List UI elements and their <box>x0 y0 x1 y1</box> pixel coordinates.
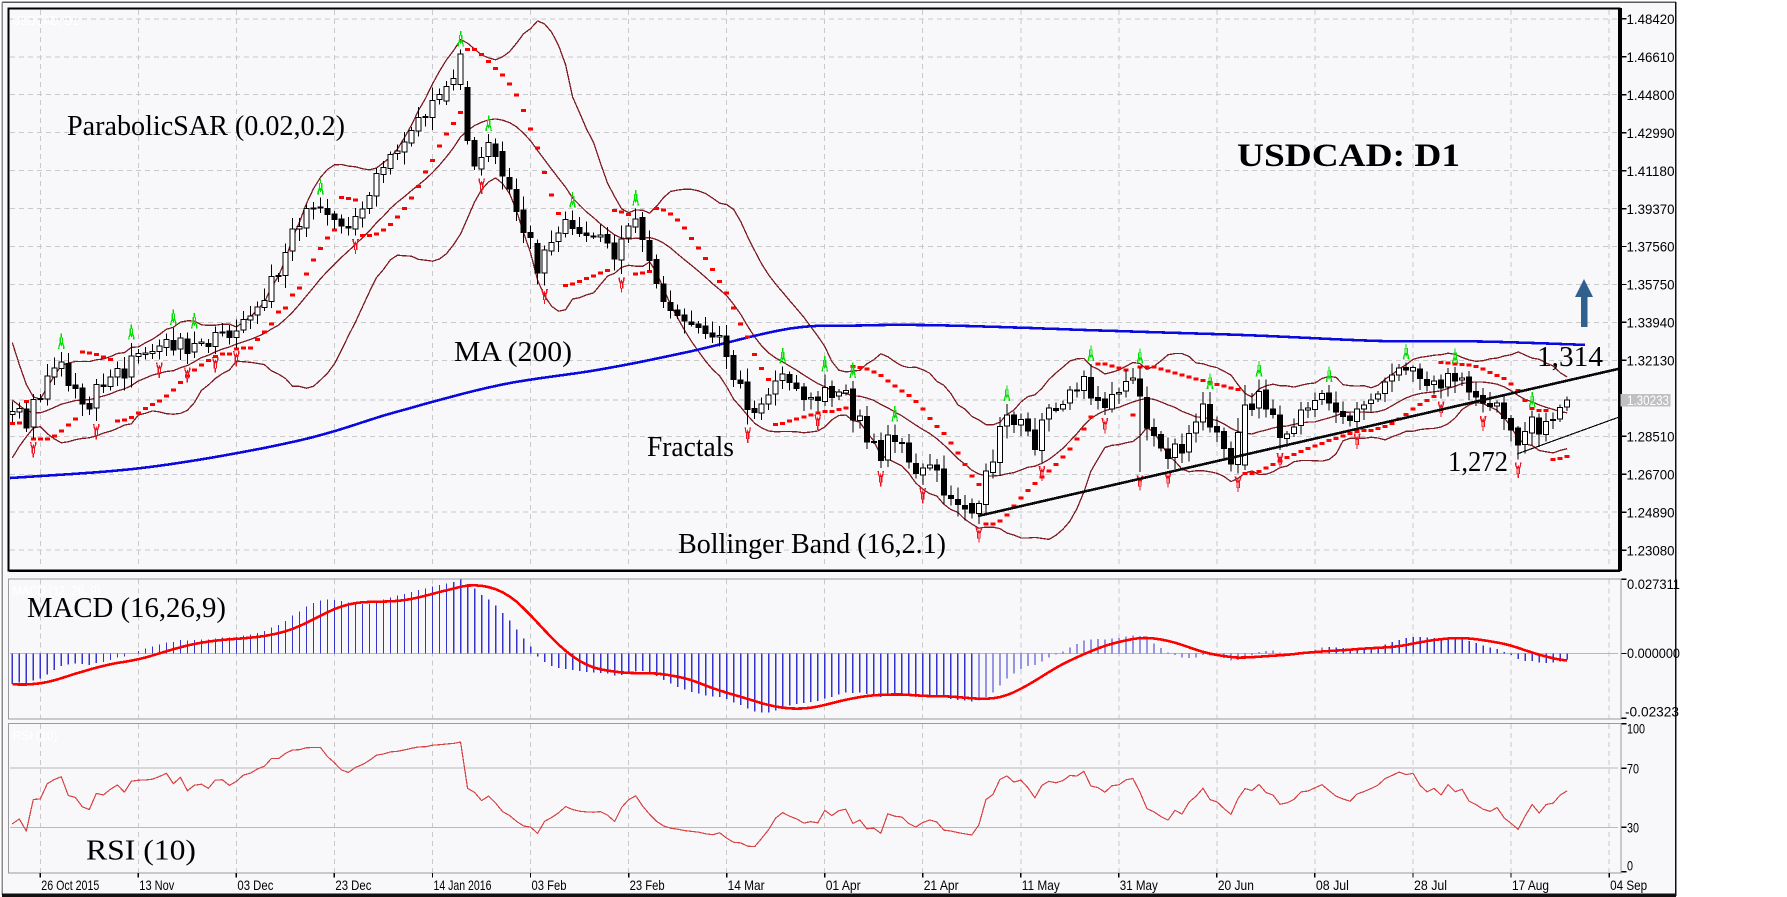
svg-text:MA (200): MA (200) <box>454 337 572 368</box>
svg-text:1.23080: 1.23080 <box>1627 542 1675 558</box>
svg-text:ParabolicSAR (0.02,0.2): ParabolicSAR (0.02,0.2) <box>67 111 345 142</box>
svg-text:14 Mar: 14 Mar <box>728 877 765 893</box>
svg-text:23 Dec: 23 Dec <box>335 877 371 893</box>
svg-text:MACD (16,26,9): MACD (16,26,9) <box>27 593 226 624</box>
svg-text:0.000000: 0.000000 <box>1627 645 1680 661</box>
svg-text:USDCAD, D1: USDCAD, D1 <box>13 13 79 28</box>
svg-text:11 May: 11 May <box>1022 877 1060 893</box>
svg-text:-0.02323: -0.02323 <box>1625 704 1679 720</box>
svg-text:100: 100 <box>1627 721 1645 737</box>
svg-text:14 Jan 2016: 14 Jan 2016 <box>434 877 492 893</box>
svg-text:1.44800: 1.44800 <box>1627 87 1675 103</box>
svg-text:0.027311: 0.027311 <box>1627 576 1680 592</box>
svg-text:20 Jun: 20 Jun <box>1218 877 1254 893</box>
svg-text:1.35750: 1.35750 <box>1627 277 1675 293</box>
svg-text:26 Oct 2015: 26 Oct 2015 <box>41 877 99 893</box>
svg-text:17 Aug: 17 Aug <box>1512 877 1549 893</box>
svg-text:13 Nov: 13 Nov <box>139 877 174 893</box>
svg-text:1.26700: 1.26700 <box>1627 467 1675 483</box>
svg-text:28 Jul: 28 Jul <box>1414 877 1447 893</box>
svg-text:04 Sep: 04 Sep <box>1610 877 1647 893</box>
svg-text:Bollinger Band (16,2.1): Bollinger Band (16,2.1) <box>678 529 946 560</box>
svg-text:USDCAD: D1: USDCAD: D1 <box>1237 138 1460 174</box>
svg-text:1.42990: 1.42990 <box>1627 125 1675 141</box>
svg-text:01 Apr: 01 Apr <box>826 877 861 893</box>
svg-text:1.24890: 1.24890 <box>1627 504 1675 520</box>
svg-text:21 Apr: 21 Apr <box>924 877 959 893</box>
svg-text:1.33940: 1.33940 <box>1627 315 1675 331</box>
svg-text:1.39370: 1.39370 <box>1627 201 1675 217</box>
svg-text:70: 70 <box>1627 760 1639 776</box>
svg-text:1,314: 1,314 <box>1537 342 1603 373</box>
svg-text:03 Feb: 03 Feb <box>532 877 567 893</box>
svg-text:RSI (10): RSI (10) <box>86 836 196 867</box>
svg-text:08 Jul: 08 Jul <box>1316 877 1349 893</box>
svg-text:1.28510: 1.28510 <box>1627 429 1675 445</box>
svg-text:MACD (12, 26, 9): MACD (12, 26, 9) <box>13 583 101 598</box>
svg-text:30: 30 <box>1627 820 1639 836</box>
svg-text:03 Dec: 03 Dec <box>237 877 273 893</box>
svg-text:1.48420: 1.48420 <box>1627 11 1675 27</box>
svg-text:1.37560: 1.37560 <box>1627 239 1675 255</box>
svg-text:1,272: 1,272 <box>1448 447 1508 478</box>
svg-text:Fractals: Fractals <box>647 432 734 463</box>
svg-text:0: 0 <box>1627 858 1633 874</box>
svg-text:23 Feb: 23 Feb <box>630 877 665 893</box>
svg-text:1.30233: 1.30233 <box>1627 393 1669 408</box>
svg-text:1.32130: 1.32130 <box>1627 353 1675 369</box>
svg-text:31 May: 31 May <box>1120 877 1158 893</box>
svg-text:RSI (10): RSI (10) <box>13 728 58 743</box>
svg-text:1.41180: 1.41180 <box>1627 163 1675 179</box>
svg-text:1.46610: 1.46610 <box>1627 49 1675 65</box>
